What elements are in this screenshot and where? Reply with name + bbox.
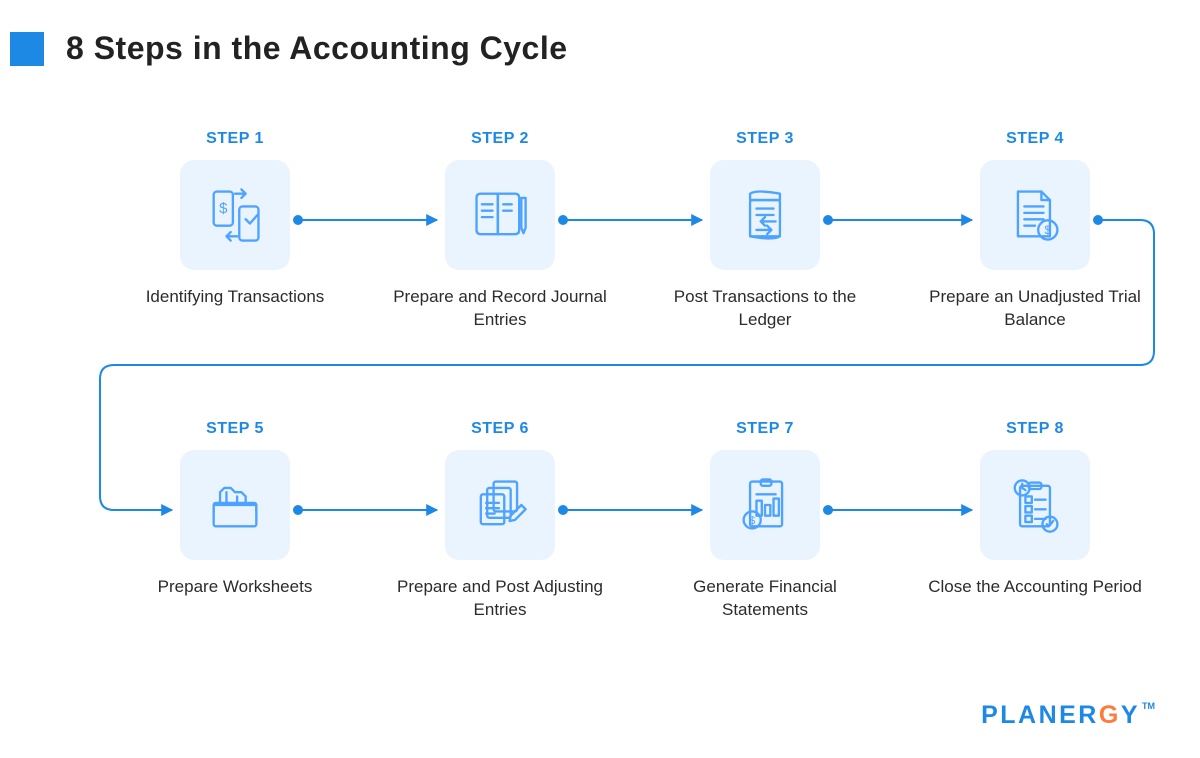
step-description: Close the Accounting Period bbox=[922, 576, 1148, 599]
step-number: STEP 5 bbox=[206, 420, 264, 438]
step-description: Prepare and Post Adjusting Entries bbox=[385, 576, 615, 622]
step-card-7: STEP 7 $ Generate Financial Statements bbox=[650, 420, 880, 622]
adjusting-icon bbox=[445, 450, 555, 560]
step-description: Generate Financial Statements bbox=[650, 576, 880, 622]
step-card-6: STEP 6 Prepare and Post Adjusting Entrie… bbox=[385, 420, 615, 622]
step-number: STEP 3 bbox=[736, 130, 794, 148]
step-description: Prepare and Record Journal Entries bbox=[385, 286, 615, 332]
step-card-2: STEP 2 Prepare and Record Journal Entrie… bbox=[385, 130, 615, 332]
step-description: Prepare Worksheets bbox=[152, 576, 319, 599]
svg-text:$: $ bbox=[1045, 224, 1052, 237]
step-number: STEP 8 bbox=[1006, 420, 1064, 438]
title-bar: 8 Steps in the Accounting Cycle bbox=[10, 30, 568, 67]
flow-connectors bbox=[0, 0, 1200, 758]
close-period-icon bbox=[980, 450, 1090, 560]
svg-text:$: $ bbox=[219, 200, 228, 217]
step-card-1: STEP 1 $ Identifying Transactions bbox=[120, 130, 350, 309]
transactions-icon: $ bbox=[180, 160, 290, 270]
step-description: Identifying Transactions bbox=[140, 286, 331, 309]
step-description: Post Transactions to the Ledger bbox=[650, 286, 880, 332]
ledger-icon bbox=[710, 160, 820, 270]
step-number: STEP 6 bbox=[471, 420, 529, 438]
title-accent-block bbox=[10, 32, 44, 66]
step-description: Prepare an Unadjusted Trial Balance bbox=[920, 286, 1150, 332]
step-card-3: STEP 3 Post Transactions to the Ledger bbox=[650, 130, 880, 332]
journal-icon bbox=[445, 160, 555, 270]
step-card-4: STEP 4 $ Prepare an Unadjusted Trial Bal… bbox=[920, 130, 1150, 332]
worksheets-icon bbox=[180, 450, 290, 560]
svg-text:$: $ bbox=[749, 515, 755, 527]
step-card-5: STEP 5 Prepare Worksheets bbox=[120, 420, 350, 599]
statements-icon: $ bbox=[710, 450, 820, 560]
step-number: STEP 2 bbox=[471, 130, 529, 148]
step-number: STEP 4 bbox=[1006, 130, 1064, 148]
step-number: STEP 1 bbox=[206, 130, 264, 148]
trial-balance-icon: $ bbox=[980, 160, 1090, 270]
step-number: STEP 7 bbox=[736, 420, 794, 438]
step-card-8: STEP 8 Close the Accounting Period bbox=[920, 420, 1150, 599]
brand-logo: PLANERGYTM bbox=[981, 701, 1155, 730]
page-title: 8 Steps in the Accounting Cycle bbox=[66, 30, 568, 67]
